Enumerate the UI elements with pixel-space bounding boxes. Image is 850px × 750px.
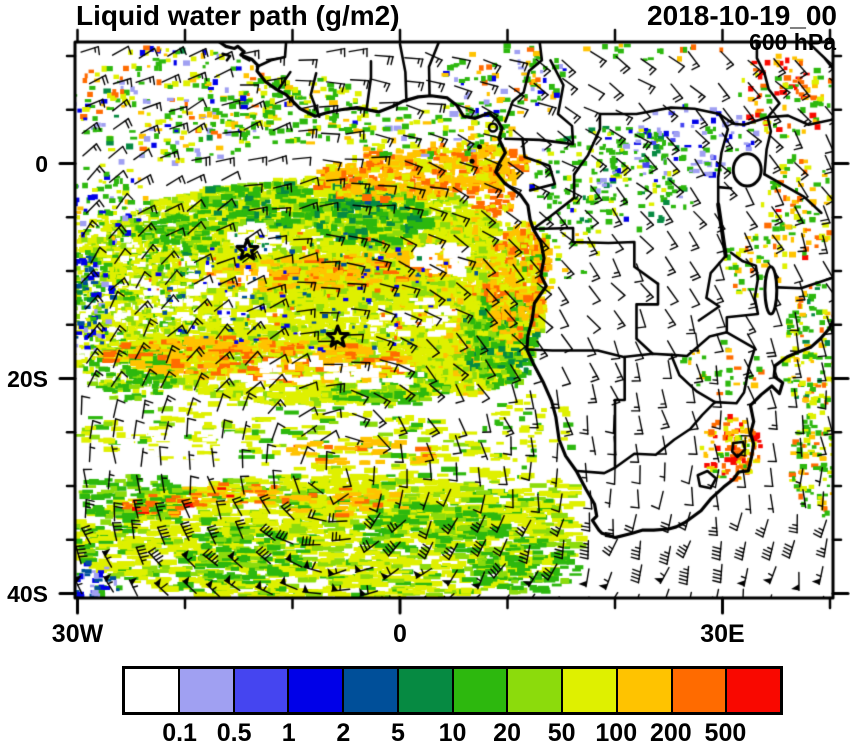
colorbar-cell xyxy=(177,669,233,712)
colorbar-cell xyxy=(125,669,178,712)
colorbar-tick-label: 5 xyxy=(390,719,405,747)
colorbar-cell xyxy=(342,669,397,712)
colorbar-tick-label: 100 xyxy=(595,719,638,747)
y-axis-label-40s: 40S xyxy=(7,580,48,607)
colorbar-cell xyxy=(725,669,780,712)
x-axis-label-30w: 30W xyxy=(51,620,104,648)
plot-title: Liquid water path (g/m2) xyxy=(76,0,400,31)
colorbar-cell xyxy=(670,669,726,712)
colorbar-labels: 0.1 0.5 1 2 5 10 20 50 100 200 500 xyxy=(0,719,850,750)
colorbar-tick-label: 50 xyxy=(547,719,576,747)
colorbar-tick-label: 0.5 xyxy=(216,719,252,747)
colorbar-cell xyxy=(287,669,342,712)
colorbar-tick-label: 20 xyxy=(493,719,521,747)
colorbar-cell xyxy=(451,669,507,712)
colorbar-tick-label: 200 xyxy=(649,719,692,747)
pressure-level-label: 600 hPa xyxy=(749,29,836,55)
colorbar-cell xyxy=(615,669,671,712)
colorbar xyxy=(122,666,783,715)
x-axis-label-30e: 30E xyxy=(700,620,745,648)
colorbar-cell xyxy=(232,669,288,712)
colorbar-tick-label: 0.1 xyxy=(162,719,197,747)
colorbar-tick-label: 2 xyxy=(336,719,351,747)
colorbar-cell xyxy=(506,669,561,712)
colorbar-tick-label: 1 xyxy=(281,719,296,747)
colorbar-cell xyxy=(561,669,616,712)
valid-datetime: 2018-10-19_00 xyxy=(647,0,837,31)
colorbar-tick-label: 500 xyxy=(704,719,747,747)
colorbar-tick-label: 10 xyxy=(438,719,467,747)
y-axis-label-0: 0 xyxy=(35,150,48,177)
x-axis-label-0: 0 xyxy=(393,620,407,648)
y-axis-label-20s: 20S xyxy=(7,365,48,392)
colorbar-cell xyxy=(396,669,452,712)
